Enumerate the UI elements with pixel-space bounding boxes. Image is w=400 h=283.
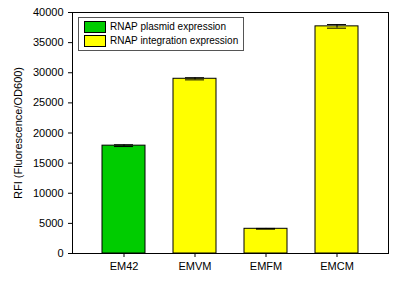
html-text:RNAP integration expression: RNAP integration expression [110, 35, 239, 46]
svg-text:EMCM: EMCM [320, 260, 354, 272]
svg-text:35000: 35000 [33, 36, 64, 48]
svg-text:15000: 15000 [33, 157, 64, 169]
svg-text:10000: 10000 [33, 187, 64, 199]
html-text:RNAP plasmid expression: RNAP plasmid expression [110, 21, 226, 32]
svg-text:5000: 5000 [39, 217, 63, 229]
svg-text:40000: 40000 [33, 6, 64, 18]
svg-text:0: 0 [57, 247, 63, 259]
svg-text:RFI (Fluorescence/OD600): RFI (Fluorescence/OD600) [12, 67, 24, 199]
svg-text:25000: 25000 [33, 96, 64, 108]
svg-text:20000: 20000 [33, 127, 64, 139]
svg-text:EM42: EM42 [110, 260, 139, 272]
svg-text:EMFM: EMFM [250, 260, 282, 272]
svg-text:EMVM: EMVM [179, 260, 212, 272]
svg-text:30000: 30000 [33, 66, 64, 78]
